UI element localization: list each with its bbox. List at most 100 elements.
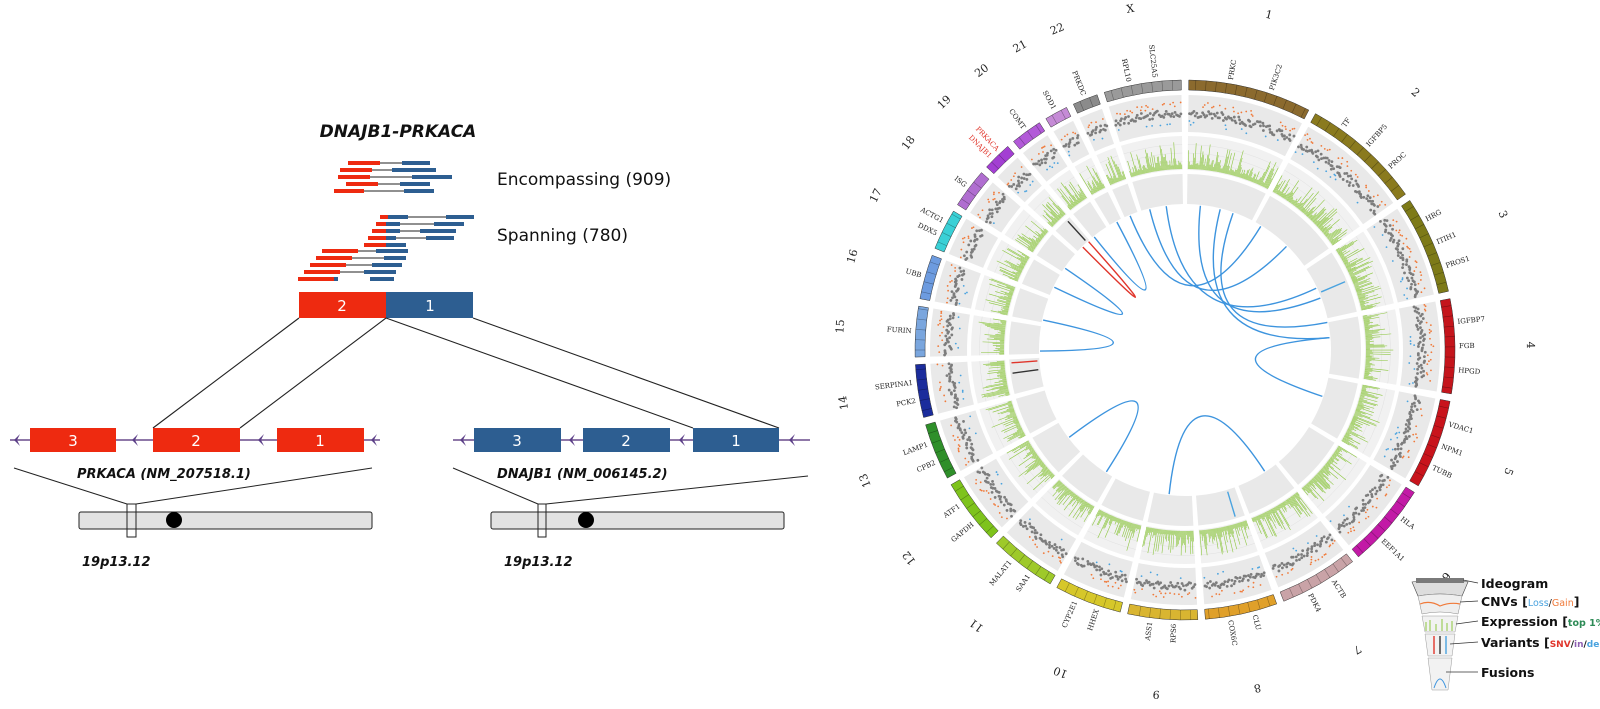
- gene-label-ubb: UBB: [905, 267, 923, 279]
- fusion-link: [1168, 415, 1266, 495]
- strand-arrows: [460, 434, 795, 446]
- ideogram-chr-5: [1409, 399, 1451, 487]
- gene-label-prkdc: PRKDC: [1070, 70, 1087, 97]
- fusion-link: [1165, 206, 1317, 308]
- expression-track-chr-5: [1340, 384, 1396, 458]
- ideogram-chr-10: [1056, 578, 1123, 613]
- ideogram-chr-9: [1127, 603, 1199, 621]
- variants-track-chr-8: [1196, 487, 1245, 526]
- ideogram-chr-21: [1045, 107, 1072, 128]
- gene-label-itih1: ITIH1: [1435, 231, 1457, 247]
- chromosome-label-1: 1: [1264, 8, 1274, 22]
- gene-label-ddx5: DDX5: [916, 221, 938, 237]
- fusion-title: DNAJB1-PRKACA: [320, 122, 477, 142]
- gene-label-tf: TF: [1340, 116, 1352, 129]
- cnv-track-chr-13: [939, 410, 994, 471]
- strand-arrows: [14, 434, 377, 446]
- gene-label-saa1: SAA1: [1015, 573, 1033, 593]
- gene-label-clu: CLU: [1251, 614, 1263, 631]
- fusion-link: [1149, 209, 1287, 292]
- chromosome-label-3: 3: [1495, 209, 1510, 221]
- ideogram-chr-14: [915, 363, 934, 418]
- chromosome-label-11: 11: [967, 616, 986, 635]
- gene-label-pdk4: PDK4: [1306, 592, 1322, 614]
- left-panel: DNAJB1-PRKACA: [10, 122, 810, 570]
- chromosome-label-X: X: [1125, 2, 1135, 16]
- encompassing-reads: [334, 161, 452, 193]
- variants-track-chr-7: [1238, 464, 1295, 514]
- chromosome-label-13: 13: [856, 472, 873, 490]
- gene-label-vdac1: VDAC1: [1447, 420, 1475, 435]
- expression-track-chr-2: [1271, 162, 1360, 247]
- fusion-link: [1220, 212, 1328, 328]
- variants-track-chr-19: [1055, 217, 1090, 252]
- gene-label-isg: ISG: [953, 175, 969, 190]
- centromere: [578, 512, 594, 528]
- chromosome-label-10: 10: [1052, 664, 1070, 681]
- variants-track-chr-5: [1311, 377, 1358, 439]
- variants-track-chr-1: [1187, 174, 1266, 221]
- expression-track-chr-8: [1198, 519, 1258, 564]
- prkaca-chromosome: [78, 503, 373, 538]
- prkaca-band-label: 19p13.12: [82, 555, 151, 570]
- variants-track-chr-15: [1009, 321, 1041, 355]
- ideogram-chr-6: [1351, 486, 1415, 558]
- cnv-track-chr-17: [948, 218, 999, 268]
- chromosome-label-9: 9: [1152, 688, 1160, 702]
- ideogram-chr-16: [919, 254, 942, 301]
- gene-label-hhex: HHEX: [1086, 608, 1101, 632]
- cnv-track-chr-3: [1366, 208, 1434, 303]
- gene-label-actb: ACTB: [1329, 577, 1347, 599]
- gene-label-serpina1: SERPINA1: [874, 379, 913, 392]
- chromosome-label-12: 12: [900, 548, 919, 567]
- gene-label-igfbp7: IGFBP7: [1457, 315, 1485, 326]
- ideogram-chr-11: [996, 535, 1056, 585]
- variants-track-chr-4: [1328, 316, 1361, 379]
- chromosome-label-22: 22: [1048, 20, 1066, 37]
- centromere: [166, 512, 182, 528]
- prkaca-exon-3: [30, 428, 116, 452]
- variants-track-chr-9: [1147, 492, 1194, 526]
- chromosome-label-2: 2: [1408, 85, 1422, 99]
- spanning-reads: [298, 215, 474, 281]
- ideogram-chr-12: [950, 479, 999, 539]
- fusion-link: [1054, 267, 1124, 316]
- legend-fusions: Fusions: [1481, 665, 1534, 680]
- prkaca-exon-2: [153, 428, 240, 452]
- legend: Ideogram CNVs [Loss/Gain] Expression [to…: [1411, 576, 1600, 691]
- ideogram-chr-17: [934, 210, 963, 253]
- cnv-track-chr-9: [1130, 563, 1198, 605]
- encompassing-label: Encompassing (909): [497, 170, 671, 190]
- chromosome-label-14: 14: [836, 395, 851, 411]
- prkaca-exon-2-label: 2: [191, 432, 201, 450]
- variants-track-chr-10: [1101, 478, 1150, 521]
- ideogram-chr-1: [1188, 79, 1310, 120]
- cnv-track-chr-5: [1373, 391, 1436, 479]
- prkaca-gene-model: 3 2 1: [10, 428, 380, 452]
- chromosome-label-5: 5: [1501, 466, 1516, 477]
- cnv-track-chr-X: [1108, 95, 1182, 142]
- dnajb1-exon-3: [474, 428, 561, 452]
- ideogram-chr-13: [925, 421, 957, 479]
- fusion-link: [1093, 221, 1147, 291]
- variants-track-chr-12: [1032, 422, 1081, 473]
- ideogram-chr-3: [1401, 200, 1449, 294]
- chromosome-label-21: 21: [1011, 37, 1030, 55]
- fusion-link: [1254, 336, 1330, 398]
- dnajb1-exon-2-label: 2: [621, 432, 631, 450]
- gene-label-slc25a5: SLC25A5: [1147, 44, 1159, 78]
- prkaca-exon-3-label: 3: [68, 432, 78, 450]
- fusion-exon-2-label: 2: [337, 297, 347, 315]
- gene-label-gapdh: GAPDH: [950, 521, 976, 544]
- gene-label-malat1: MALAT1: [988, 559, 1014, 588]
- dnajb1-gene-label: DNAJB1 (NM_006145.2): [497, 467, 668, 482]
- chromosome-label-20: 20: [972, 61, 991, 80]
- dnajb1-exon-1: [693, 428, 779, 452]
- variants-track-chr-13: [1015, 390, 1057, 434]
- fusion-exon-1: [386, 292, 473, 318]
- chromosome-label-19: 19: [935, 93, 954, 112]
- gene-label-pros1: PROS1: [1445, 255, 1471, 270]
- fusion-link: [1068, 400, 1139, 473]
